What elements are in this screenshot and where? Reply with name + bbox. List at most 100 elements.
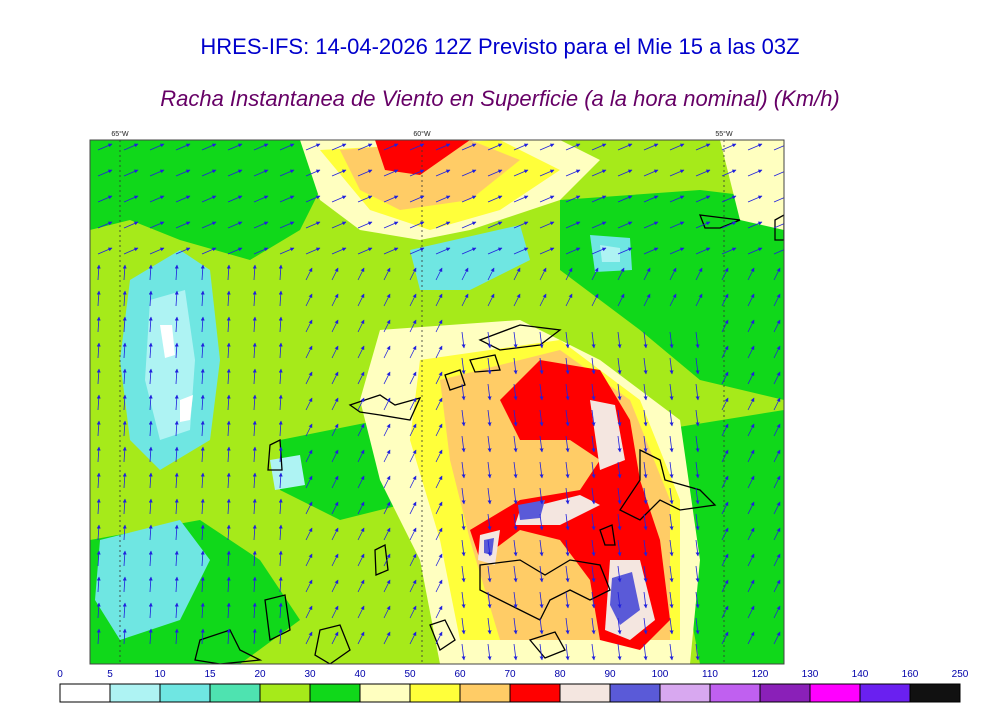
wind-arrow [747,631,755,645]
wind-arrow [148,316,153,333]
wind-arrow [617,539,622,557]
wind-arrow [513,513,518,531]
wind-arrow [278,394,283,411]
wind-arrow [435,527,443,541]
wind-arrow [721,293,729,307]
wind-arrow [487,221,503,229]
wind-arrow [435,267,443,281]
wind-arrow [669,487,674,505]
wind-arrow [461,247,477,255]
wind-arrow [461,461,466,479]
wind-arrow [383,293,391,307]
wind-arrow [278,368,283,385]
wind-arrow [487,591,492,609]
wind-arrow [747,293,755,307]
wind-arrow [747,221,763,229]
wind-arrow [409,397,417,411]
wind-arrow [96,368,101,385]
wind-arrow [253,169,269,177]
wind-arrow [357,527,365,541]
wind-arrow [409,501,417,515]
wind-arrow [409,221,425,229]
wind-arrow [97,247,113,255]
wind-arrow [149,143,165,151]
wind-arrow [695,267,703,281]
wind-arrow [565,331,570,349]
wind-arrow [487,143,503,151]
wind-arrow [331,195,347,203]
wind-arrow [591,513,596,531]
wind-arrow [123,169,139,177]
wind-arrow [97,195,113,203]
wind-arrow [357,553,365,567]
wind-arrow [773,449,781,463]
wind-arrow [773,221,784,229]
wind-arrow [383,553,391,567]
wind-arrow [149,247,165,255]
wind-arrow [96,394,101,411]
wind-arrow [435,501,443,515]
wind-arrow [773,371,781,385]
wind-arrow [200,550,205,567]
wind-arrow [279,247,295,255]
wind-arrow [695,643,700,661]
wind-arrow [305,423,313,437]
legend-swatch [259,683,311,703]
wind-arrow [305,527,313,541]
wind-arrow [643,513,648,531]
wind-arrow [174,498,179,515]
field-lightcyan-mid [270,455,305,490]
wind-arrow [695,487,700,505]
wind-arrow [435,169,451,177]
wind-arrow [461,169,477,177]
wind-arrow [305,397,313,411]
wind-arrow [252,446,257,463]
legend-tick-label: 70 [504,669,516,680]
wind-arrow [252,264,257,281]
wind-arrow [278,524,283,541]
wind-arrow [227,221,243,229]
wind-arrow [175,247,191,255]
wind-arrow [252,550,257,567]
wind-arrow [669,247,685,255]
wind-arrow [122,420,127,437]
wind-arrow [200,368,205,385]
wind-arrow [565,591,570,609]
wind-arrow [487,331,492,349]
wind-arrow [252,316,257,333]
wind-arrow [669,383,674,401]
wind-arrow [695,591,700,609]
wind-arrow [513,169,529,177]
wind-arrow [252,290,257,307]
wind-arrow [747,267,755,281]
wind-arrow [461,513,466,531]
wind-arrow [747,195,763,203]
field-paleyellow-ne [720,140,784,230]
wind-arrow [617,221,633,229]
lon-label-60: 60°W [413,130,431,138]
wind-arrow [487,539,492,557]
wind-arrow [773,143,784,151]
wind-arrow [278,420,283,437]
wind-arrow [357,631,365,645]
wind-arrow [383,371,391,385]
wind-arrow [122,550,127,567]
wind-arrow [200,602,205,619]
wind-arrow [331,527,339,541]
wind-arrow [565,247,581,255]
wind-arrow [435,631,443,645]
wind-arrow [331,345,339,359]
legend-swatch [659,683,711,703]
wind-arrow [200,576,205,593]
wind-arrow [174,550,179,567]
wind-arrow [643,267,651,281]
wind-arrow [695,247,711,255]
wind-arrow [487,169,503,177]
wind-arrow [435,345,443,359]
wind-arrow [253,247,269,255]
wind-arrow [201,143,217,151]
wind-arrow [565,539,570,557]
wind-arrow [539,591,544,609]
wind-arrow [643,435,648,453]
